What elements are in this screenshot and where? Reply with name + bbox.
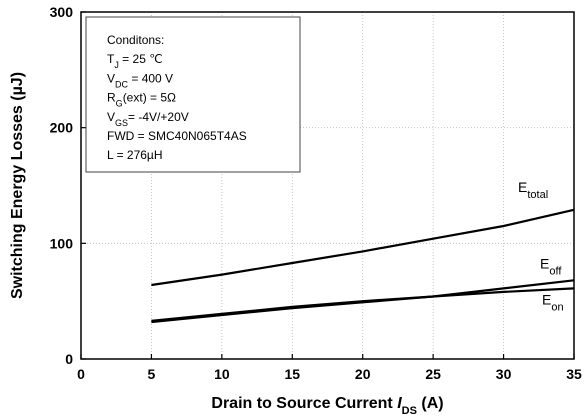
axis-ticks: 0 5 10 15 20 25 30 35 0 100 200 300 <box>50 4 582 382</box>
x-axis-title-sub: DS <box>402 405 417 417</box>
condition-line-6: L = 276µH <box>107 148 163 162</box>
x-tick-label-2: 10 <box>214 366 230 382</box>
series-line-etotal <box>151 208 575 287</box>
condition-line-5: FWD = SMC40N065T4AS <box>107 129 247 143</box>
x-tick-label-5: 25 <box>425 366 441 382</box>
condition-line-2: VDC = 400 V <box>107 71 173 89</box>
x-tick-label-4: 20 <box>355 366 371 382</box>
conditions-box-frame <box>85 16 301 173</box>
condition-line-1: TJ = 25 ℃ <box>107 52 163 70</box>
condition-line-0: Conditons: <box>107 33 164 47</box>
series-line-eon <box>151 287 575 322</box>
x-tick-label-3: 15 <box>284 366 300 382</box>
y-tick-label-2: 200 <box>50 120 74 136</box>
x-tick-label-1: 5 <box>148 366 156 382</box>
y-axis-title: Switching Energy Losses (µJ) <box>9 72 26 299</box>
series-lines: Etotal Eoff Eon <box>151 179 575 324</box>
series-label-eon: Eon <box>542 291 564 313</box>
x-tick-label-0: 0 <box>77 366 85 382</box>
series-label-etotal: Etotal <box>518 179 548 201</box>
x-axis-title-main: Drain to Source Current <box>211 395 397 412</box>
condition-line-3: RG(ext) = 5Ω <box>107 91 176 109</box>
x-axis-title: Drain to Source Current IDS (A) <box>211 395 443 417</box>
y-tick-label-0: 0 <box>65 351 73 367</box>
x-axis-title-italic: I <box>397 395 402 412</box>
series-label-eoff: Eoff <box>540 255 562 277</box>
x-axis-title-unit: (A) <box>417 395 444 412</box>
y-tick-label-1: 100 <box>50 235 74 251</box>
plot-frame <box>80 11 575 360</box>
condition-line-4: VGS= -4V/+20V <box>107 110 189 128</box>
x-tick-label-7: 35 <box>566 366 582 382</box>
x-tick-label-6: 30 <box>496 366 512 382</box>
y-tick-label-3: 300 <box>50 4 74 20</box>
